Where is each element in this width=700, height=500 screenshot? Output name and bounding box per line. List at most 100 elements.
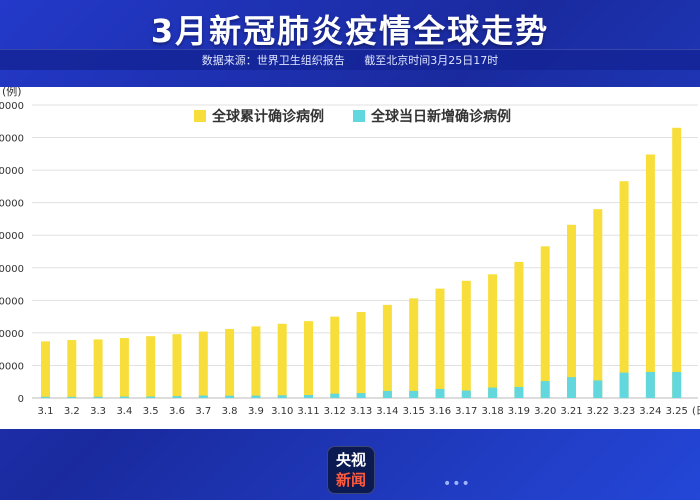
y-tick-label: 150000 bbox=[0, 296, 24, 307]
y-tick-label: 400000 bbox=[0, 134, 24, 145]
x-tick-label: 3.2 bbox=[64, 406, 80, 417]
y-axis-label: (例) bbox=[2, 87, 22, 98]
bar-daily bbox=[67, 396, 77, 398]
y-tick-label: 200000 bbox=[0, 264, 24, 275]
bar-daily bbox=[672, 371, 682, 398]
bar-cumulative bbox=[488, 274, 498, 398]
data-source: 数据来源：世界卫生组织报告 bbox=[201, 54, 345, 67]
bar-daily bbox=[382, 390, 392, 398]
bar-cumulative bbox=[67, 340, 77, 398]
bar-cumulative bbox=[172, 334, 182, 398]
bar-cumulative bbox=[356, 312, 366, 398]
x-tick-label: 3.6 bbox=[169, 406, 185, 417]
legend-swatch-cumulative bbox=[194, 110, 206, 122]
bar-cumulative bbox=[41, 341, 50, 398]
x-tick-label: 3.7 bbox=[195, 406, 211, 417]
bar-daily bbox=[514, 386, 524, 398]
bar-daily bbox=[645, 371, 655, 398]
bar-cumulative bbox=[672, 127, 682, 399]
bar-daily bbox=[461, 390, 471, 398]
bar-daily bbox=[225, 395, 235, 398]
x-tick-label: 3.15 bbox=[403, 406, 425, 417]
bar-cumulative bbox=[514, 261, 524, 398]
bar-cumulative bbox=[567, 224, 576, 398]
bar-cumulative bbox=[304, 321, 313, 398]
bar-cumulative bbox=[540, 246, 550, 398]
as-of-time: 截至北京时间3月25日17时 bbox=[364, 54, 499, 67]
bar-daily bbox=[41, 396, 50, 398]
chart-panel: 0 50000 100000 150000 200000 250000 300000 3500… bbox=[0, 87, 700, 429]
x-tick-label: 3.11 bbox=[297, 406, 319, 417]
y-tick-label: 450000 bbox=[0, 101, 24, 112]
x-tick-label: 3.22 bbox=[587, 406, 609, 417]
bar-daily bbox=[251, 395, 261, 398]
x-tick-label: 3.5 bbox=[143, 406, 159, 417]
subtitle: 数据来源：世界卫生组织报告 截至北京时间3月25日17时 bbox=[0, 52, 700, 68]
y-tick-label: 0 bbox=[18, 394, 24, 405]
bar-cumulative bbox=[251, 326, 261, 398]
bar-cumulative bbox=[93, 339, 103, 398]
y-tick-label: 300000 bbox=[0, 199, 24, 210]
bar-daily bbox=[435, 388, 445, 398]
page-title: 3月新冠肺炎疫情全球走势 bbox=[150, 12, 550, 50]
bar-cumulative bbox=[330, 316, 340, 398]
bar-cumulative bbox=[619, 181, 629, 398]
bar-daily bbox=[93, 396, 103, 398]
x-tick-label: 3.1 bbox=[38, 406, 54, 417]
x-tick-label: 3.14 bbox=[376, 406, 398, 417]
bar-daily bbox=[304, 395, 313, 398]
y-tick-label: 50000 bbox=[0, 361, 24, 372]
subtitle-band bbox=[0, 49, 700, 70]
bar-cumulative bbox=[225, 328, 235, 398]
bar-daily bbox=[540, 381, 550, 398]
x-tick-label: 3.13 bbox=[350, 406, 372, 417]
bar-cumulative bbox=[119, 338, 129, 398]
bar-daily bbox=[409, 390, 419, 398]
bar-cumulative bbox=[409, 298, 419, 398]
bar-cumulative bbox=[277, 323, 287, 398]
bar-daily bbox=[593, 380, 603, 398]
bar-cumulative bbox=[198, 331, 208, 398]
x-tick-label: 3.17 bbox=[455, 406, 477, 417]
bar-daily bbox=[119, 396, 129, 398]
bar-daily bbox=[198, 395, 208, 398]
y-tick-label: 100000 bbox=[0, 329, 24, 340]
x-tick-label: 3.24 bbox=[639, 406, 661, 417]
x-tick-label: 3.25 bbox=[666, 406, 688, 417]
bar-daily bbox=[567, 377, 576, 398]
bar-daily bbox=[488, 387, 498, 398]
bar-daily bbox=[146, 396, 156, 398]
bar-cumulative bbox=[461, 280, 471, 398]
logo-line2: 新闻 bbox=[335, 471, 366, 489]
x-tick-label: 3.8 bbox=[222, 406, 238, 417]
chart: 0 50000 100000 150000 200000 250000 300000 3500… bbox=[0, 87, 700, 417]
bar-daily bbox=[356, 393, 366, 398]
bar-cumulative bbox=[382, 304, 392, 398]
page-dots: ••• bbox=[443, 476, 471, 492]
x-tick-label: 3.3 bbox=[90, 406, 106, 417]
bar-cumulative bbox=[593, 209, 603, 398]
x-tick-label: 3.23 bbox=[613, 406, 635, 417]
legend-label-daily: 全球当日新增确诊病例 bbox=[370, 108, 511, 125]
x-tick-label: 3.12 bbox=[324, 406, 346, 417]
bar-daily bbox=[619, 372, 629, 398]
x-tick-label: 3.21 bbox=[560, 406, 582, 417]
bar-daily bbox=[277, 395, 287, 398]
logo-line1: 央视 bbox=[335, 451, 366, 469]
bar-cumulative bbox=[645, 154, 655, 398]
bar-cumulative bbox=[146, 336, 156, 398]
y-tick-label: 350000 bbox=[0, 166, 24, 177]
y-tick-label: 250000 bbox=[0, 231, 24, 242]
bar-cumulative bbox=[435, 288, 445, 398]
x-tick-label: 3.4 bbox=[116, 406, 132, 417]
x-tick-label: 3.18 bbox=[481, 406, 503, 417]
legend-label-cumulative: 全球累计确诊病例 bbox=[211, 108, 324, 125]
x-tick-label: 3.20 bbox=[534, 406, 556, 417]
x-tick-label: 3.9 bbox=[248, 406, 264, 417]
x-tick-label: 3.10 bbox=[271, 406, 293, 417]
legend-swatch-daily bbox=[353, 110, 365, 122]
x-axis-unit: (日) bbox=[692, 406, 700, 417]
bar-daily bbox=[172, 396, 182, 398]
x-tick-label: 3.16 bbox=[429, 406, 451, 417]
cctv-news-logo: 央视 新闻 bbox=[327, 446, 375, 494]
